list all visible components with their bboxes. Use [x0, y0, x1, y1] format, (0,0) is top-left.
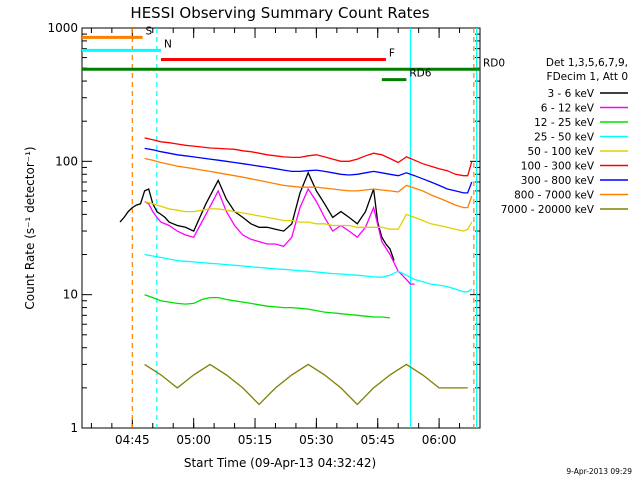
vertical-markers: [131, 28, 478, 428]
y-tick-label: 1000: [47, 21, 78, 35]
chart-title: HESSI Observing Summary Count Rates: [130, 4, 429, 22]
x-axis-ticks: 04:45 05:00 05:15 05:30 05:45 06:00: [90, 28, 481, 447]
legend-label: 6 - 12 keV: [541, 103, 595, 115]
series-line: [144, 147, 473, 194]
y-tick-label: 10: [63, 288, 78, 302]
status-bars: SN F RD0 RD6: [82, 25, 505, 82]
plot-frame: [81, 27, 481, 429]
legend-label: 7000 - 20000 keV: [501, 204, 595, 216]
series-line: [144, 200, 473, 232]
series-line: [144, 363, 468, 406]
x-tick-label: 05:30: [299, 433, 334, 447]
x-axis-label: Start Time (09-Apr-13 04:32:42): [184, 456, 376, 470]
y-tick-label: 1: [70, 421, 78, 435]
y-axis-ticks: 1 10 100 1000: [47, 21, 480, 435]
status-bar-label: S: [146, 25, 153, 37]
x-tick-label: 05:00: [176, 433, 211, 447]
y-axis-label: Count Rate (s⁻¹ detector⁻¹): [23, 146, 37, 309]
x-tick-label: 06:00: [422, 433, 457, 447]
series-lines: [119, 137, 473, 406]
series-line: [144, 157, 473, 209]
legend-label: 800 - 7000 keV: [514, 190, 595, 202]
series-line: [144, 137, 473, 177]
series-line: [144, 294, 391, 319]
series-line: [144, 187, 415, 285]
legend-label: 12 - 25 keV: [534, 117, 595, 129]
legend-header-line-1: Det 1,3,5,6,7,9,: [546, 57, 628, 69]
plot-area: 1 10 100 1000 04:45 05:00 05:15 05:30 05:45 06:0…: [47, 21, 505, 447]
legend: Det 1,3,5,6,7,9, FDecim 1, Att 0 3 - 6 k…: [501, 57, 628, 216]
y-tick-label: 100: [55, 154, 78, 168]
x-tick-label: 05:45: [360, 433, 395, 447]
status-bar-label: RD6: [409, 68, 431, 80]
legend-header-line-2: FDecim 1, Att 0: [547, 71, 628, 83]
legend-label: 300 - 800 keV: [521, 175, 595, 187]
x-tick-label: 04:45: [115, 433, 150, 447]
series-line: [119, 171, 395, 261]
status-bar-label: N: [164, 38, 172, 50]
legend-items: 3 - 6 keV 6 - 12 keV 12 - 25 keV 25 - 50 ke…: [501, 88, 628, 216]
legend-label: 3 - 6 keV: [547, 88, 594, 100]
legend-label: 50 - 100 keV: [527, 146, 594, 158]
status-bar-label: F: [389, 48, 395, 60]
legend-label: 100 - 300 keV: [521, 161, 595, 173]
series-line: [144, 253, 473, 293]
footer-timestamp: 9-Apr-2013 09:29: [566, 467, 632, 476]
legend-label: 25 - 50 keV: [534, 132, 595, 144]
status-bar-label: RD0: [483, 57, 505, 69]
x-tick-label: 05:15: [238, 433, 273, 447]
